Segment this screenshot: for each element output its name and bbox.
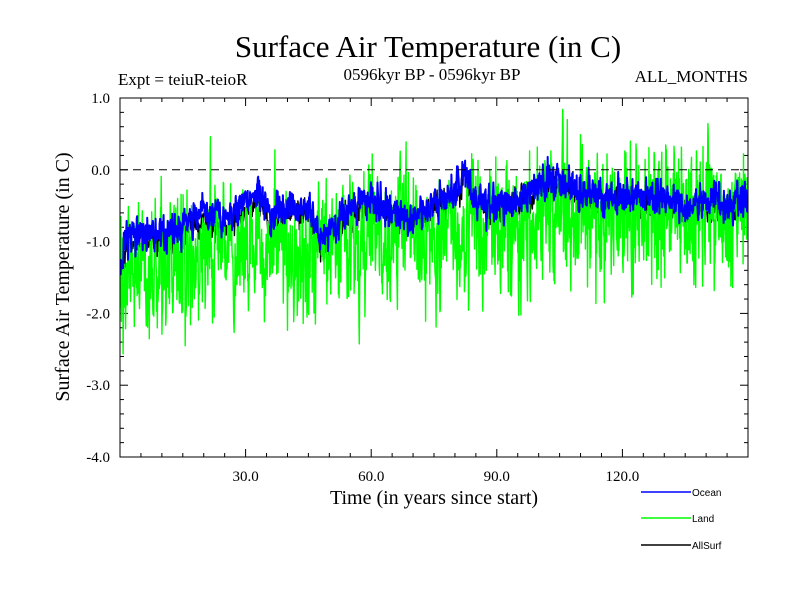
y-tick-label: -3.0 — [86, 378, 110, 394]
series-line-ocean — [120, 155, 748, 276]
x-tick-label: 60.0 — [358, 469, 384, 485]
y-tick-label: 0.0 — [91, 163, 110, 179]
chart-title: Surface Air Temperature (in C) — [235, 29, 621, 64]
chart-subtitle-right: ALL_MONTHS — [635, 67, 748, 86]
chart-subtitle-center: 0596kyr BP - 0596kyr BP — [344, 65, 521, 84]
chart-subtitle-left: Expt = teiuR-teioR — [118, 70, 248, 89]
x-tick-label: 30.0 — [232, 469, 258, 485]
legend-label-ocean: Ocean — [692, 488, 721, 499]
y-axis-label: Surface Air Temperature (in C) — [52, 152, 74, 401]
y-tick-label: -4.0 — [86, 450, 110, 466]
legend-label-land: Land — [692, 514, 714, 525]
series-line-land — [120, 108, 748, 355]
y-tick-label: -2.0 — [86, 306, 110, 322]
legend: Ocean Land AllSurf — [641, 488, 722, 552]
x-tick-label: 90.0 — [484, 469, 510, 485]
x-tick-label: 120.0 — [606, 469, 640, 485]
legend-label-allsurf: AllSurf — [692, 541, 722, 552]
y-tick-label: 1.0 — [91, 91, 110, 107]
x-axis-label: Time (in years since start) — [330, 487, 538, 509]
y-tick-label: -1.0 — [86, 235, 110, 251]
plot-frame — [119, 97, 749, 458]
